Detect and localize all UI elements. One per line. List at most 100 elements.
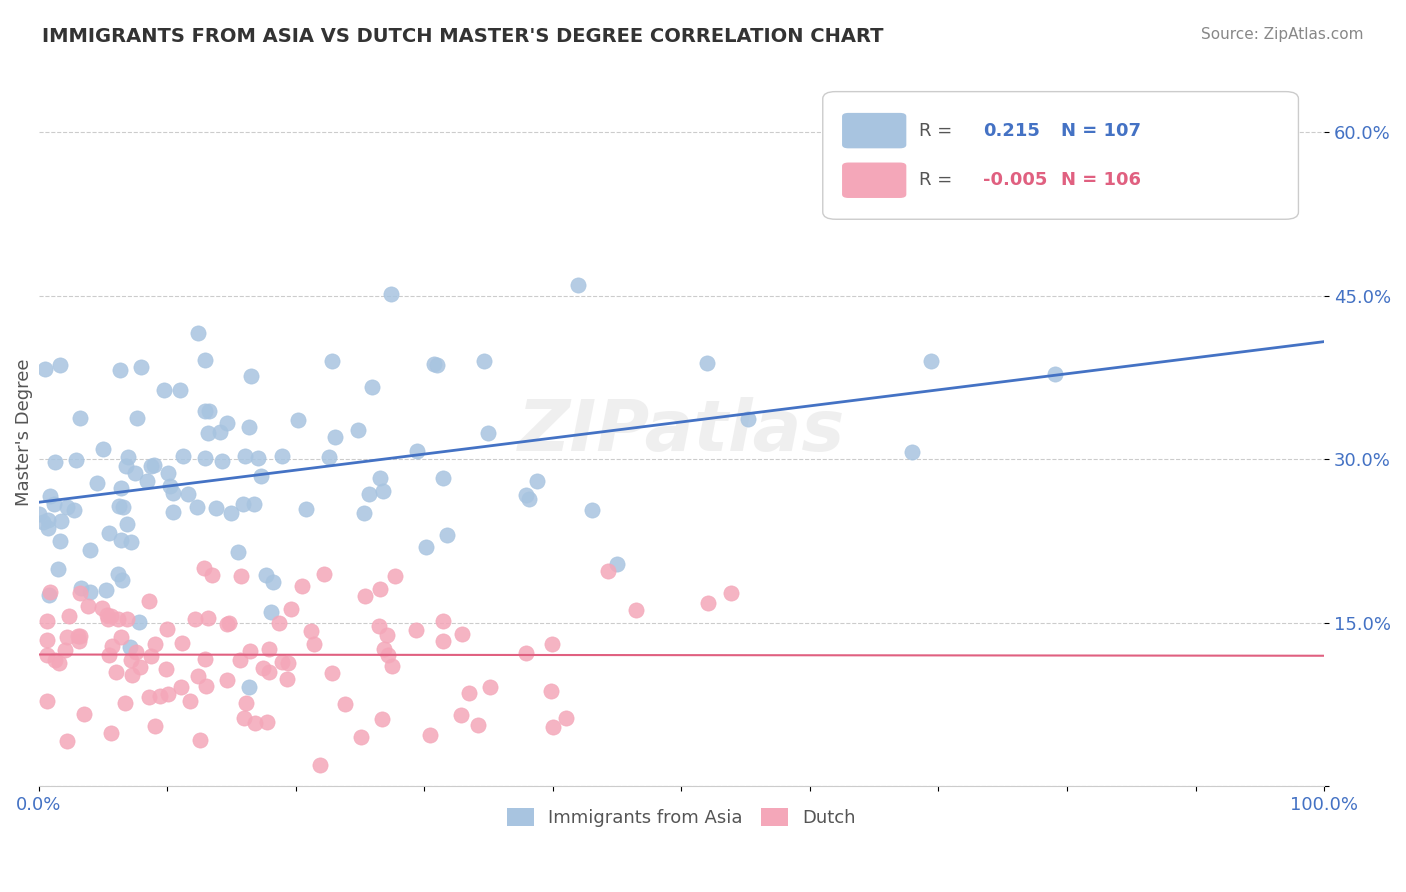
Point [353, 506, 375, 520]
Point [34, 362, 56, 376]
Point [276, 672, 298, 686]
Point [526, 474, 548, 488]
Point [384, 569, 406, 583]
Point [170, 680, 193, 694]
Point [432, 614, 454, 628]
Point [436, 527, 458, 541]
Point [138, 690, 160, 704]
Point [259, 642, 281, 657]
Point [415, 540, 437, 554]
Point [107, 566, 129, 581]
Point [142, 458, 165, 472]
Point [349, 730, 371, 744]
Point [128, 660, 150, 674]
Point [110, 630, 132, 644]
Point [321, 665, 343, 680]
Point [115, 458, 138, 473]
Point [49, 534, 72, 549]
Point [67, 633, 90, 648]
Point [177, 487, 200, 501]
Point [211, 454, 233, 468]
Point [77, 599, 100, 614]
Point [135, 474, 157, 488]
Point [198, 403, 221, 417]
Point [143, 719, 166, 733]
Point [423, 357, 446, 371]
Point [152, 383, 174, 397]
Point [194, 652, 217, 666]
Point [596, 564, 619, 578]
Point [169, 383, 191, 397]
Point [187, 326, 209, 340]
Point [139, 458, 162, 473]
Point [238, 420, 260, 434]
Point [515, 488, 537, 502]
Point [238, 680, 260, 694]
Point [260, 605, 283, 619]
Point [450, 708, 472, 723]
Point [696, 355, 718, 369]
Point [91, 442, 114, 456]
Point [69, 629, 91, 643]
Point [184, 612, 207, 626]
Point [375, 628, 398, 642]
Point [188, 733, 211, 747]
Point [48, 656, 70, 670]
Point [405, 623, 427, 637]
Point [97, 525, 120, 540]
Point [270, 450, 292, 464]
Point [218, 615, 240, 630]
Point [79, 584, 101, 599]
Legend: Immigrants from Asia, Dutch: Immigrants from Asia, Dutch [499, 800, 863, 834]
Point [243, 497, 266, 511]
Point [37, 614, 59, 628]
Point [291, 578, 314, 592]
Point [368, 582, 391, 596]
Point [256, 714, 278, 729]
Point [117, 450, 139, 465]
Point [32, 515, 55, 529]
Point [125, 410, 148, 425]
Point [472, 353, 495, 368]
Point [555, 711, 578, 725]
Point [371, 712, 394, 726]
Point [149, 689, 172, 703]
Point [156, 687, 179, 701]
Point [66, 629, 89, 643]
Point [96, 607, 118, 622]
Point [1043, 368, 1066, 382]
Point [371, 483, 394, 498]
Text: Source: ZipAtlas.com: Source: ZipAtlas.com [1201, 27, 1364, 42]
Text: 0.215: 0.215 [983, 121, 1040, 140]
Point [193, 561, 215, 575]
Point [229, 569, 252, 583]
Point [51, 514, 73, 528]
Point [581, 503, 603, 517]
Point [121, 535, 143, 549]
Point [720, 586, 742, 600]
Point [162, 505, 184, 519]
Point [124, 466, 146, 480]
Point [111, 500, 134, 515]
Point [287, 413, 309, 427]
Point [156, 622, 179, 636]
Point [271, 656, 294, 670]
Point [120, 653, 142, 667]
Point [406, 443, 429, 458]
Point [432, 470, 454, 484]
Point [458, 686, 481, 700]
Point [233, 450, 256, 464]
Text: IMMIGRANTS FROM ASIA VS DUTCH MASTER'S DEGREE CORRELATION CHART: IMMIGRANTS FROM ASIA VS DUTCH MASTER'S D… [42, 27, 884, 45]
Point [467, 717, 489, 731]
Point [46, 562, 69, 576]
Point [517, 492, 540, 507]
Point [170, 636, 193, 650]
Point [318, 450, 340, 464]
Point [232, 497, 254, 511]
Point [277, 657, 299, 671]
Text: ZIPatlas: ZIPatlas [517, 398, 845, 467]
Point [155, 662, 177, 676]
Point [101, 639, 124, 653]
Point [361, 380, 384, 394]
Point [541, 637, 564, 651]
